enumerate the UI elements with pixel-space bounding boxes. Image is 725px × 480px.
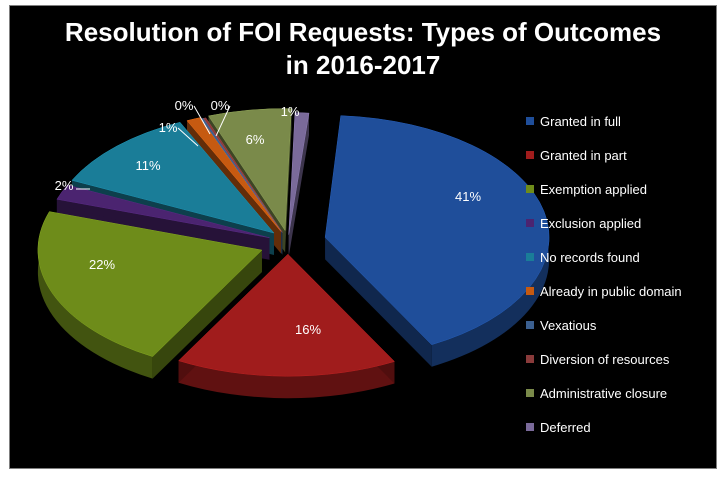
- legend-swatch: [526, 219, 534, 227]
- legend-swatch: [526, 355, 534, 363]
- pie-slice-9: [288, 112, 310, 235]
- legend-label: Exclusion applied: [540, 216, 642, 231]
- legend-label: Already in public domain: [540, 284, 682, 299]
- data-label-9: 1%: [281, 104, 300, 119]
- pie-slice-1: [178, 253, 395, 377]
- legend-label: Deferred: [540, 420, 591, 435]
- pie-slice-2: [37, 211, 263, 357]
- legend-swatch: [526, 151, 534, 159]
- legend-label: Diversion of resources: [540, 352, 670, 367]
- pie-slice-0: [324, 115, 550, 345]
- data-label-7: 0%: [211, 98, 230, 113]
- pie-slice-3: [56, 184, 270, 239]
- chart-title: Resolution of FOI Requests: Types of Out…: [64, 17, 662, 80]
- pie-slice-7: [203, 117, 283, 233]
- legend-swatch: [526, 253, 534, 261]
- data-label-0: 41%: [455, 189, 481, 204]
- data-label-4: 11%: [135, 158, 160, 173]
- pie-chart: 41% 16% 22% 2% 11% 1% 0% 0% 6% 1%: [37, 98, 550, 399]
- data-label-8: 6%: [246, 132, 265, 147]
- legend-label: Administrative closure: [540, 386, 668, 401]
- leader-line-1: [177, 127, 199, 147]
- legend-swatch: [526, 185, 534, 193]
- pie-slice-4: [71, 122, 275, 234]
- data-label-2: 22%: [89, 257, 115, 272]
- data-label-1: 16%: [295, 322, 321, 337]
- legend-label: No records found: [540, 250, 640, 265]
- data-label-3: 2%: [55, 178, 74, 193]
- legend-label: Exemption applied: [540, 182, 647, 197]
- chart-frame: Resolution of FOI Requests: Types of Out…: [9, 5, 717, 469]
- legend-swatch: [526, 117, 534, 125]
- legend-swatch: [526, 321, 534, 329]
- leader-line-3: [215, 105, 231, 137]
- data-label-6: 0%: [175, 98, 194, 113]
- legend-label: Granted in part: [540, 148, 627, 163]
- pie-slice-8: [208, 108, 292, 232]
- legend-swatch: [526, 423, 534, 431]
- pie-slice-5: [186, 117, 282, 232]
- data-label-5: 1%: [159, 120, 178, 135]
- legend-swatch: [526, 287, 534, 295]
- legend-label: Vexatious: [540, 318, 597, 333]
- legend-swatch: [526, 389, 534, 397]
- legend-label: Granted in full: [540, 114, 621, 129]
- leader-line-2: [193, 105, 211, 135]
